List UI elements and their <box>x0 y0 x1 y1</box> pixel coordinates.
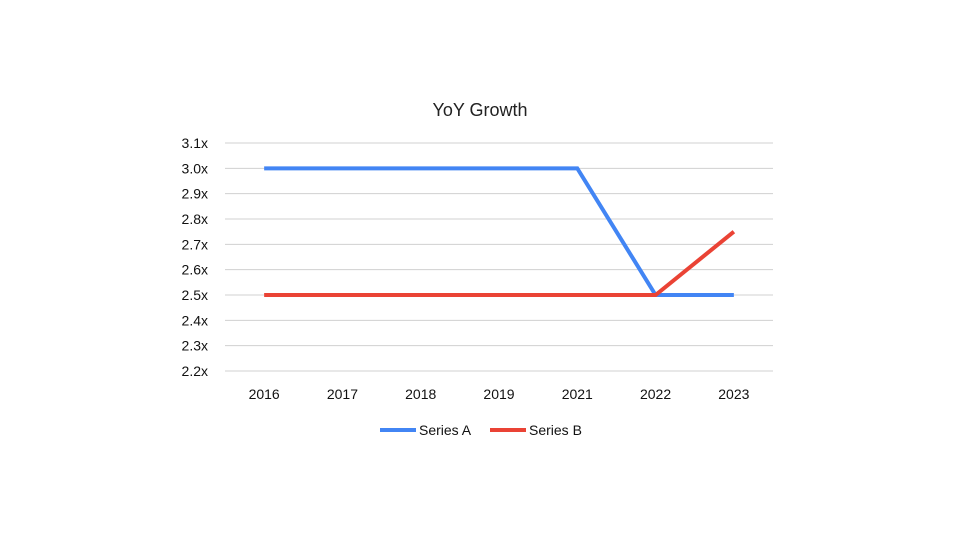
y-tick-label: 2.5x <box>182 287 208 303</box>
y-tick-label: 2.3x <box>182 338 208 354</box>
x-tick-label: 2019 <box>483 386 514 402</box>
y-tick-label: 2.9x <box>182 186 208 202</box>
x-tick-label: 2016 <box>249 386 280 402</box>
x-tick-label: 2023 <box>718 386 749 402</box>
y-tick-label: 3.1x <box>182 135 208 151</box>
series-line <box>264 166 734 297</box>
series-lines <box>264 166 736 297</box>
x-tick-label: 2022 <box>640 386 671 402</box>
chart-title: YoY Growth <box>432 100 527 120</box>
legend-label: Series A <box>419 422 472 438</box>
y-axis-ticks: 3.1x 3.0x 2.9x 2.8x 2.7x 2.6x 2.5x 2.4x 2.3x 2.2x <box>182 135 208 379</box>
y-tick-label: 2.2x <box>182 363 208 379</box>
x-tick-label: 2021 <box>562 386 593 402</box>
y-tick-label: 3.0x <box>182 160 208 176</box>
x-axis-ticks: 2016 2017 2018 2019 2021 2022 2023 <box>249 386 750 402</box>
x-tick-label: 2017 <box>327 386 358 402</box>
series-line <box>264 230 736 297</box>
gridlines <box>225 142 773 372</box>
x-tick-label: 2018 <box>405 386 436 402</box>
y-tick-label: 2.4x <box>182 312 208 328</box>
y-tick-label: 2.7x <box>182 236 208 252</box>
legend-label: Series B <box>529 422 582 438</box>
y-tick-label: 2.8x <box>182 211 208 227</box>
legend: Series A Series B <box>380 422 582 438</box>
y-tick-label: 2.6x <box>182 262 208 278</box>
